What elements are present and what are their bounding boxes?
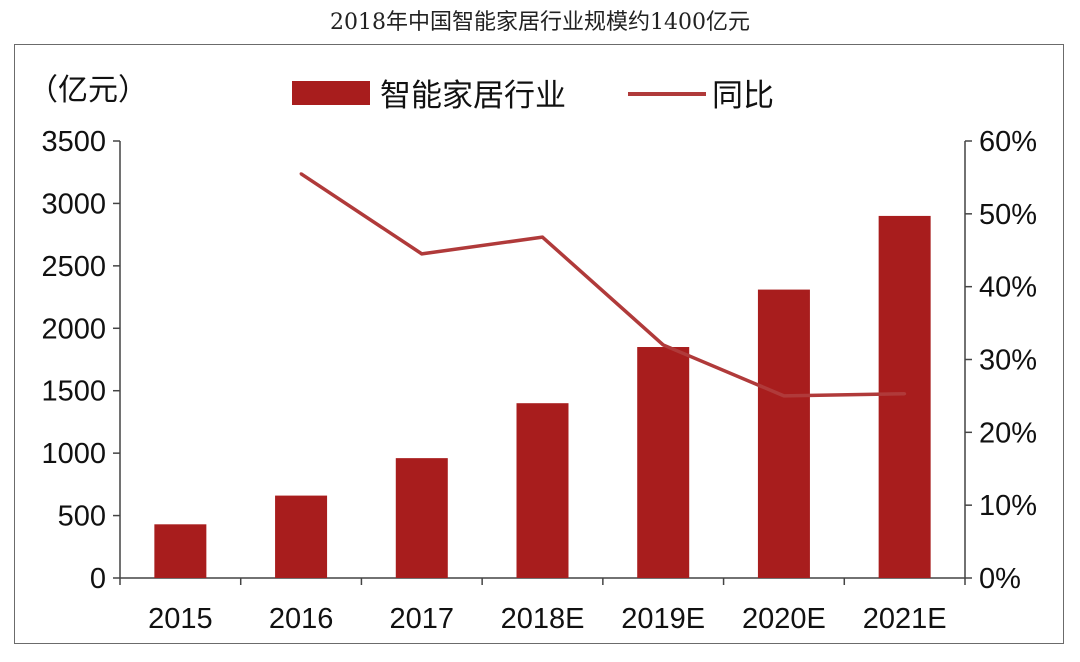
right-tick-label: 30%	[979, 345, 1037, 377]
x-tick-label: 2018E	[501, 603, 585, 635]
bar	[637, 347, 690, 578]
right-tick-label: 40%	[979, 272, 1037, 304]
left-tick-label: 1000	[41, 438, 106, 470]
bar	[516, 403, 569, 578]
right-tick-label: 60%	[979, 126, 1037, 158]
right-tick-label: 0%	[979, 563, 1021, 595]
right-tick-label: 10%	[979, 490, 1037, 522]
line-series	[299, 172, 907, 398]
left-tick-label: 0	[90, 563, 106, 595]
chart-frame	[14, 44, 1064, 644]
x-axis-ticks: 2015 2016 2017 2018E 2019E 2020E 2021E	[119, 578, 966, 635]
bar	[154, 524, 207, 578]
bar	[275, 495, 328, 578]
legend-line-label: 同比	[712, 78, 774, 114]
left-tick-label: 3000	[41, 188, 106, 220]
bar	[757, 289, 810, 578]
left-tick-label: 2500	[41, 251, 106, 283]
right-tick-label: 20%	[979, 417, 1037, 449]
bar	[878, 215, 931, 578]
right-axis-ticks: 0% 10% 20% 30% 40% 50% 60%	[965, 126, 1037, 595]
left-tick-label: 2000	[41, 313, 106, 345]
x-tick-label: 2021E	[863, 603, 947, 635]
legend-bar-swatch	[292, 81, 370, 105]
x-tick-label: 2017	[390, 603, 455, 635]
legend-bar-label: 智能家居行业	[380, 78, 566, 114]
left-tick-label: 3500	[41, 126, 106, 158]
x-tick-label: 2016	[269, 603, 334, 635]
line-point	[541, 235, 544, 239]
right-tick-label: 50%	[979, 199, 1037, 231]
x-tick-label: 2019E	[621, 603, 705, 635]
line-point	[420, 252, 424, 256]
left-tick-label: 1500	[41, 376, 106, 408]
yoy-line	[300, 172, 905, 398]
left-tick-label: 500	[58, 501, 106, 533]
legend: 智能家居行业 同比	[292, 78, 774, 114]
chart-title: 2018年中国智能家居行业规模约1400亿元	[330, 10, 750, 35]
line-point	[782, 394, 786, 398]
left-axis-ticks: 0 500 1000 1500 2000 2500 3000 3500	[41, 126, 120, 595]
x-tick-label: 2020E	[742, 603, 826, 635]
bar-series	[154, 215, 931, 578]
line-point	[903, 392, 907, 396]
line-point	[661, 343, 665, 347]
line-point	[299, 172, 303, 176]
bar	[395, 458, 448, 578]
x-tick-label: 2015	[148, 603, 213, 635]
left-axis-unit-label: （亿元）	[28, 73, 148, 108]
